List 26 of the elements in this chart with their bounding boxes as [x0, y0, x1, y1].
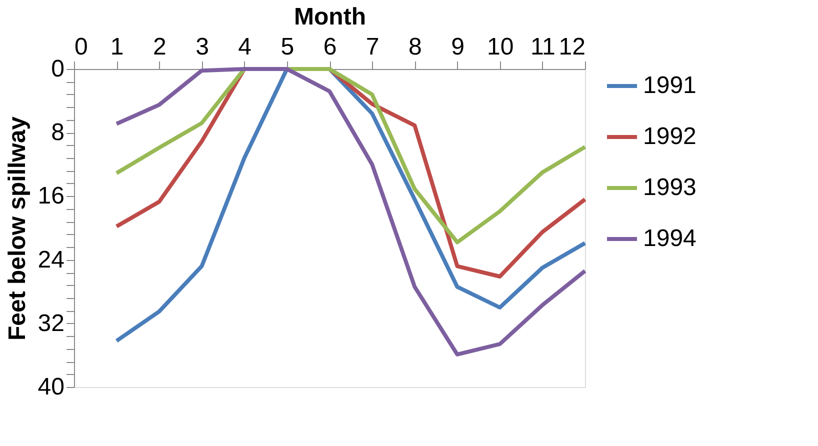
x-tick-label: 10 — [486, 34, 514, 60]
y-tick-label: 0 — [51, 56, 64, 82]
y-tick-label: 16 — [38, 182, 64, 210]
legend-label: 1994 — [643, 225, 696, 252]
x-tick-label: 9 — [451, 34, 464, 60]
x-tick-label: 3 — [196, 34, 209, 60]
x-tick-label: 12 — [558, 34, 586, 60]
x-tick-label: 8 — [408, 34, 422, 60]
x-axis-title: Month — [294, 4, 366, 30]
x-tick-label: 6 — [323, 34, 337, 60]
x-tick-label: 7 — [366, 34, 380, 60]
x-tick-label: 11 — [530, 34, 556, 60]
y-tick-label: 8 — [51, 119, 64, 146]
x-tick-label: 1 — [110, 34, 124, 60]
legend-label: 1991 — [643, 72, 696, 99]
y-tick-label: 32 — [38, 310, 64, 337]
legend-label: 1992 — [643, 123, 696, 150]
x-tick-label: 5 — [280, 34, 294, 60]
x-tick-label: 0 — [74, 34, 88, 60]
line-series — [114, 67, 587, 244]
y-tick-label: 40 — [38, 374, 64, 400]
legend-label: 1993 — [643, 174, 696, 201]
x-tick-label: 2 — [152, 34, 166, 60]
x-tick-label: 4 — [238, 34, 252, 60]
y-tick-label: 24 — [38, 246, 64, 274]
y-axis-title: Feet below spillway — [4, 116, 31, 341]
